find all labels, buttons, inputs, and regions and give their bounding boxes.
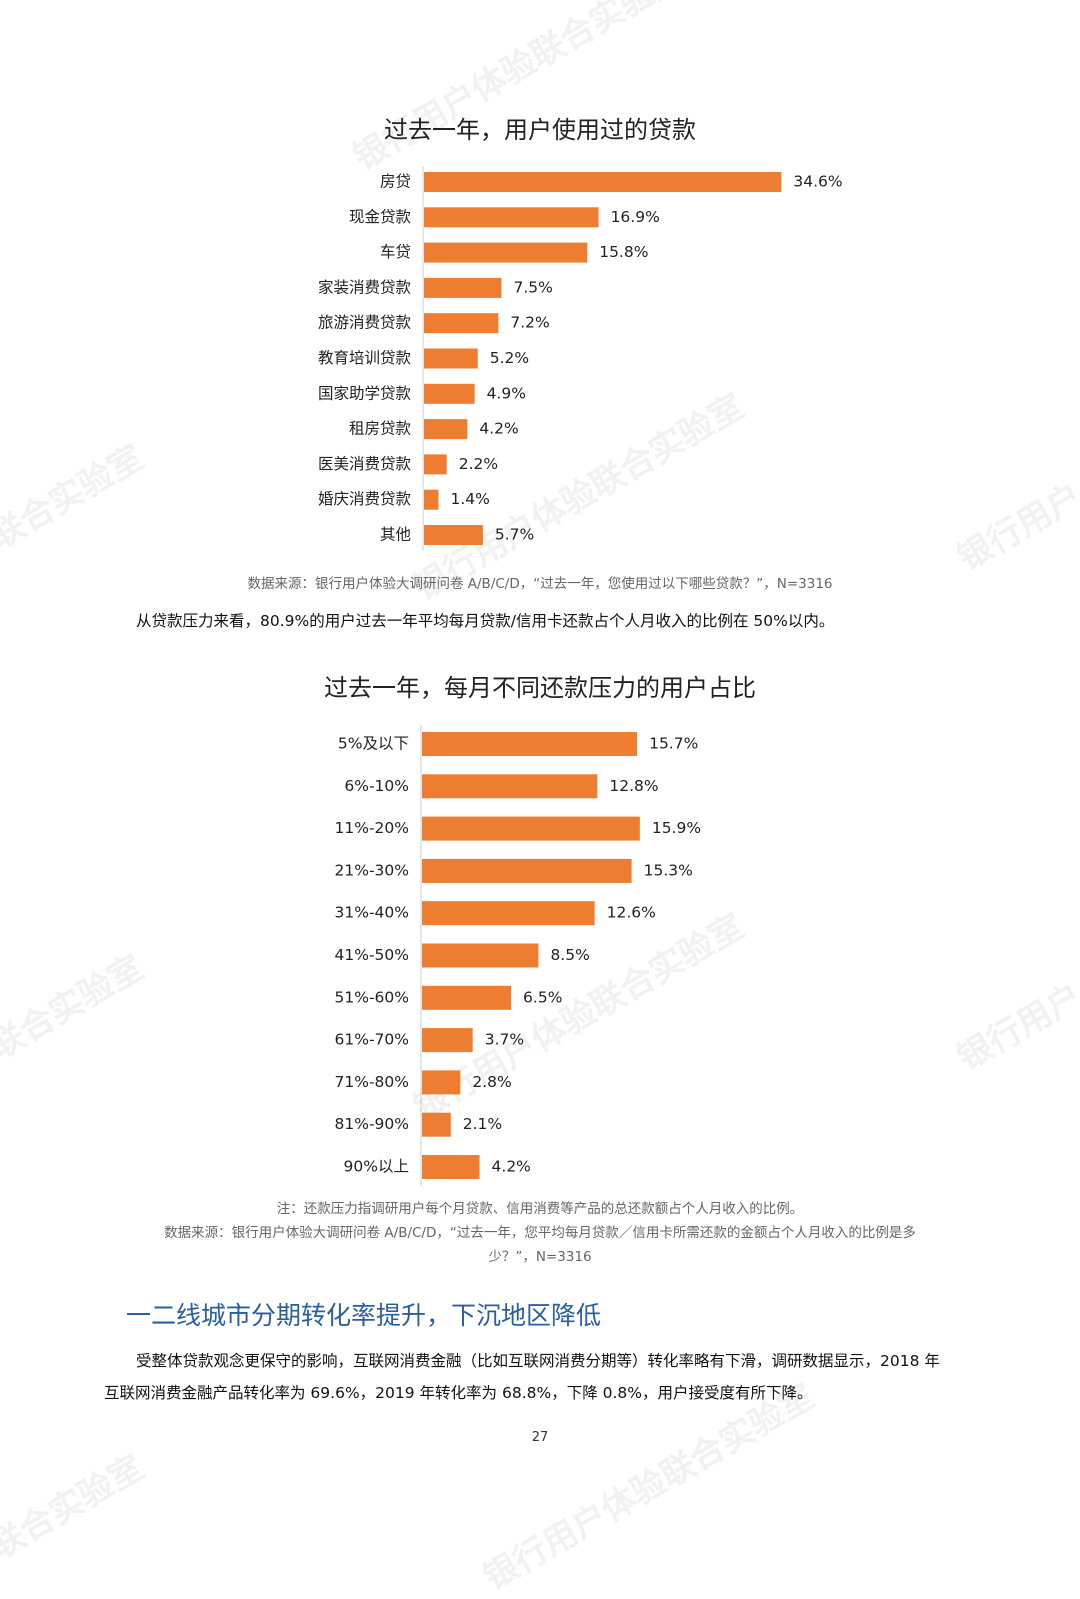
category-label: 车贷 (380, 243, 411, 261)
category-label: 11%-20% (335, 819, 410, 837)
bar (424, 277, 502, 298)
category-label: 90%以上 (344, 1158, 409, 1176)
data-label: 15.9% (652, 819, 701, 837)
data-label: 15.7% (649, 735, 698, 753)
category-label: 现金贷款 (349, 208, 412, 226)
category-label: 41%-50% (335, 946, 410, 964)
section-heading: 一二线城市分期转化率提升，下沉地区降低 (126, 1301, 602, 1330)
data-label: 7.5% (513, 278, 552, 296)
paragraph1: 从贷款压力来看，80.9%的用户过去一年平均每月贷款/信用卡还款占个人月收入的比… (136, 612, 835, 630)
bar (424, 242, 588, 263)
chart2-title: 过去一年，每月不同还款压力的用户占比 (324, 674, 756, 702)
category-label: 21%-30% (335, 861, 410, 879)
data-label: 2.2% (459, 455, 498, 473)
category-label: 旅游消费贷款 (318, 314, 412, 332)
category-label: 81%-90% (335, 1115, 410, 1133)
chart1-source: 数据来源：银行用户体验大调研问卷 A/B/C/D，“过去一年，您使用过以下哪些贷… (247, 576, 833, 592)
data-label: 5.2% (490, 349, 529, 367)
bar (422, 816, 640, 841)
chart1-svg: 房贷 34.6% 现金贷款 16.9% 车贷 15.8% 家装消费贷款 7.5% 旅游消费贷款 7… (318, 166, 843, 551)
data-label: 4.9% (487, 384, 526, 402)
bar (424, 525, 483, 545)
chart2-svg: 5%及以下 15.7% 6%-10% 12.8% 11%-20% 15.9% 21%-30%… (335, 724, 701, 1187)
category-label: 其他 (380, 526, 411, 544)
category-label: 婚庆消费贷款 (318, 490, 412, 508)
data-label: 3.7% (485, 1031, 524, 1049)
data-label: 8.5% (550, 946, 589, 964)
watermark: 联合实验室 (0, 1447, 151, 1568)
data-label: 5.7% (495, 526, 534, 544)
category-label: 31%-40% (335, 904, 410, 922)
category-label: 房贷 (380, 173, 411, 191)
category-label: 6%-10% (344, 777, 409, 795)
data-label: 2.1% (463, 1115, 502, 1133)
bar (424, 207, 599, 228)
category-label: 国家助学贷款 (318, 384, 412, 402)
data-label: 4.2% (492, 1158, 531, 1176)
chart1-title: 过去一年，用户使用过的贷款 (384, 116, 696, 144)
category-label: 71%-80% (335, 1073, 410, 1091)
category-label: 61%-70% (335, 1031, 410, 1049)
watermark: 银行用户体验联合实验室 (346, 0, 691, 179)
bar (424, 383, 475, 404)
bar (424, 489, 439, 510)
category-label: 5%及以下 (338, 735, 409, 753)
bar (422, 774, 598, 799)
bar (422, 1070, 461, 1095)
bar (424, 172, 782, 192)
data-label: 15.3% (644, 861, 693, 879)
bar (422, 732, 638, 756)
page-number: 27 (531, 1430, 549, 1445)
data-label: 15.8% (599, 243, 648, 261)
chart2-source-line2: 少？”，N=3316 (488, 1249, 592, 1265)
bar (424, 313, 499, 334)
data-label: 4.2% (479, 420, 518, 438)
bar (422, 858, 632, 883)
data-label: 6.5% (523, 988, 562, 1006)
category-label: 家装消费贷款 (318, 278, 412, 296)
data-label: 2.8% (472, 1073, 511, 1091)
paragraph2-line1: 受整体贷款观念更保守的影响，互联网消费金融（比如互联网消费分期等）转化率略有下滑… (136, 1352, 940, 1370)
data-label: 16.9% (611, 208, 660, 226)
data-label: 1.4% (450, 490, 489, 508)
paragraph2-line2: 互联网消费金融产品转化率为 69.6%，2019 年转化率为 68.8%，下降 … (104, 1384, 813, 1402)
data-label: 34.6% (793, 173, 842, 191)
category-label: 租房贷款 (349, 420, 412, 438)
bar (422, 985, 512, 1010)
data-label: 12.6% (607, 904, 656, 922)
bar (424, 419, 468, 440)
bar (424, 454, 447, 475)
bar (422, 943, 539, 968)
category-label: 51%-60% (335, 988, 410, 1006)
bar (422, 1028, 473, 1053)
chart2-note: 注：还款压力指调研用户每个月贷款、信用消费等产品的总还款额占个人月收入的比例。 (276, 1201, 804, 1217)
data-label: 7.2% (510, 314, 549, 332)
bar (422, 1112, 451, 1137)
chart2-source-line1: 数据来源：银行用户体验大调研问卷 A/B/C/D，“过去一年，您平均每月贷款／信… (164, 1225, 916, 1241)
category-label: 教育培训贷款 (318, 349, 412, 367)
bar (422, 901, 595, 926)
data-label: 12.8% (609, 777, 658, 795)
bar (422, 1155, 480, 1179)
category-label: 医美消费贷款 (318, 455, 412, 473)
bar (424, 348, 478, 369)
